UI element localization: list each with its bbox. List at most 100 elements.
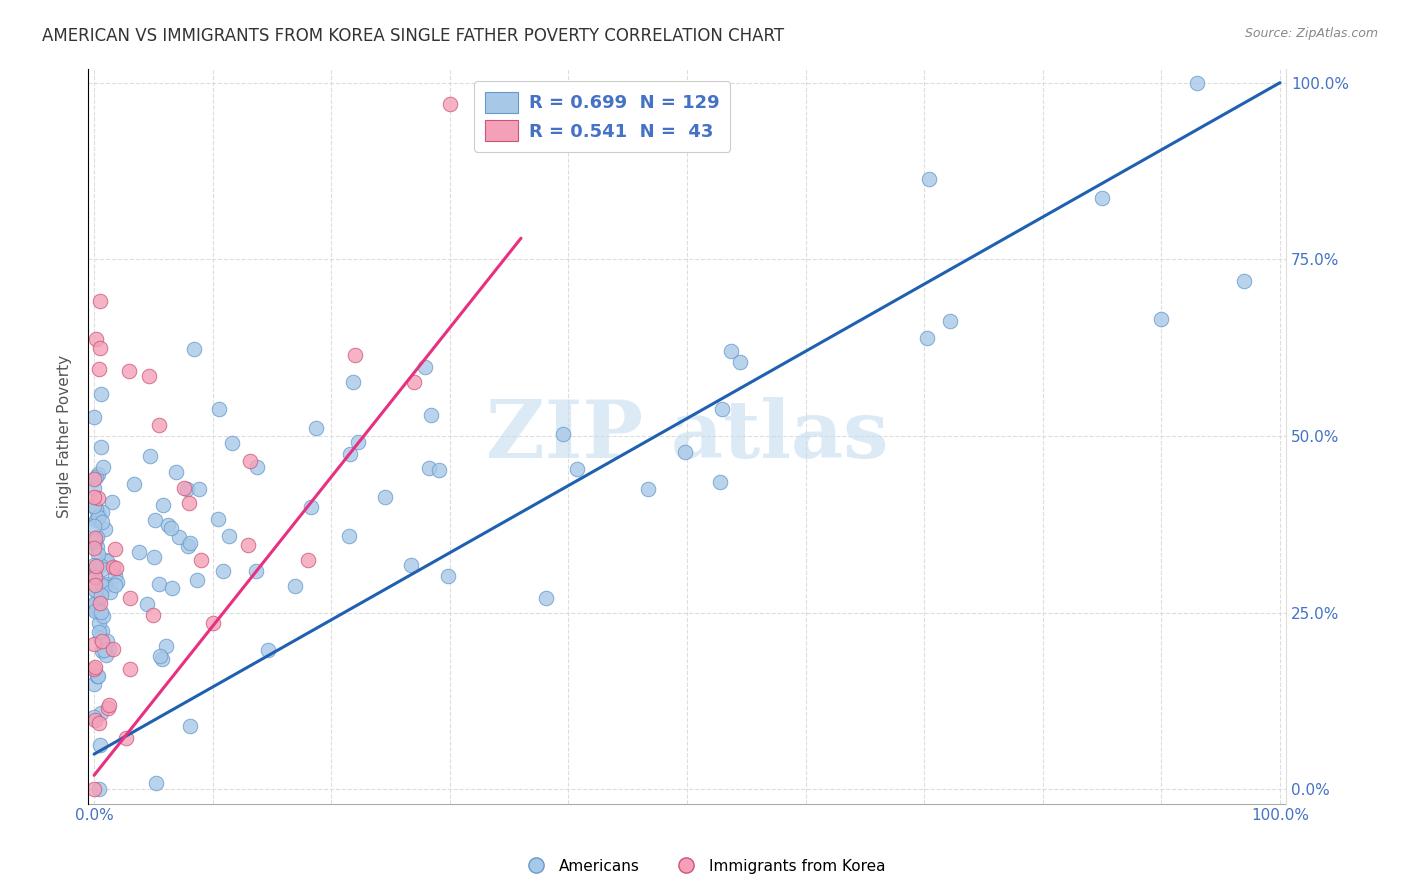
Point [212, 564, 235, 578]
Point [637, 482, 659, 496]
Point [87, 782, 110, 797]
Point [918, 172, 941, 186]
Point [89, 738, 111, 752]
Point [91, 504, 114, 518]
Point [138, 368, 160, 383]
Point [83, 677, 105, 691]
Point [179, 536, 201, 550]
Point [208, 401, 231, 416]
Point [96, 554, 118, 568]
Point [91, 459, 114, 474]
Point [83, 536, 105, 550]
Point [97, 700, 120, 714]
Point [149, 649, 172, 664]
Point [165, 465, 187, 479]
Point [91, 516, 114, 530]
Point [120, 662, 142, 676]
Point [374, 490, 396, 504]
Point [94, 577, 117, 591]
Point [89, 632, 111, 646]
Point [94, 648, 117, 662]
Point [427, 463, 450, 477]
Point [419, 408, 441, 422]
Point [84, 531, 107, 545]
Point [104, 561, 127, 575]
Point [439, 96, 461, 111]
Point [84, 582, 107, 597]
Point [90, 624, 112, 639]
Point [83, 710, 105, 724]
Point [98, 698, 121, 712]
Point [162, 581, 184, 595]
Point [551, 427, 574, 442]
Point [415, 359, 437, 374]
Point [565, 462, 588, 476]
Point [84, 603, 107, 617]
Point [176, 539, 198, 553]
Point [86, 599, 108, 613]
Point [83, 713, 105, 727]
Point [97, 641, 120, 656]
Point [128, 544, 150, 558]
Point [190, 553, 212, 567]
Point [142, 608, 165, 623]
Point [83, 491, 105, 505]
Point [299, 500, 322, 515]
Point [90, 588, 112, 602]
Point [91, 633, 114, 648]
Point [84, 559, 107, 574]
Point [86, 593, 108, 607]
Point [84, 513, 107, 527]
Point [84, 570, 107, 584]
Point [89, 294, 111, 309]
Point [91, 608, 114, 623]
Point [83, 410, 105, 425]
Point [93, 643, 115, 657]
Point [101, 642, 124, 657]
Point [337, 529, 360, 543]
Point [83, 662, 105, 676]
Point [83, 637, 105, 651]
Point [84, 332, 107, 346]
Point [186, 573, 208, 587]
Point [94, 553, 117, 567]
Point [89, 604, 111, 618]
Point [148, 417, 170, 432]
Point [246, 459, 269, 474]
Point [83, 578, 105, 592]
Point [90, 605, 112, 619]
Point [938, 313, 960, 327]
Point [84, 502, 107, 516]
Y-axis label: Single Father Poverty: Single Father Poverty [58, 354, 72, 517]
Point [709, 475, 731, 489]
Point [173, 482, 195, 496]
Point [152, 498, 174, 512]
Point [418, 461, 440, 475]
Point [238, 538, 260, 552]
Point [84, 470, 107, 484]
Point [176, 483, 198, 497]
Point [83, 482, 105, 496]
Point [139, 449, 162, 463]
Point [90, 387, 112, 401]
Point [91, 578, 114, 592]
Point [83, 569, 105, 583]
Point [101, 494, 124, 508]
Point [304, 421, 326, 435]
Point [100, 585, 122, 599]
Point [284, 579, 307, 593]
Point [87, 669, 110, 683]
Point [1233, 274, 1256, 288]
Point [94, 579, 117, 593]
Point [96, 634, 118, 648]
Point [83, 558, 105, 572]
Point [83, 598, 105, 612]
Point [91, 643, 114, 657]
Point [86, 668, 108, 682]
Point [87, 491, 110, 505]
Point [104, 542, 127, 557]
Point [346, 435, 368, 450]
Point [86, 529, 108, 543]
Point [148, 576, 170, 591]
Point [83, 541, 105, 555]
